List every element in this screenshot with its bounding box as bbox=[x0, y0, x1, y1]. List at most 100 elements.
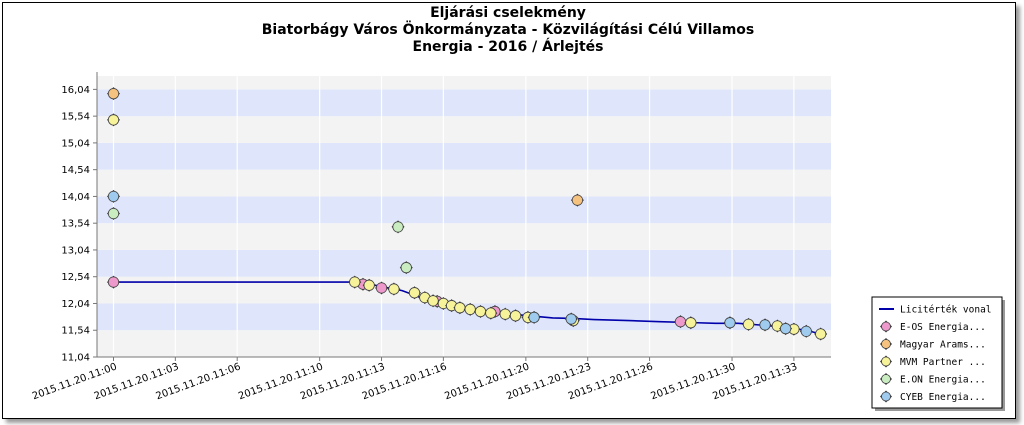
data-point-series-2-marker bbox=[427, 295, 439, 307]
data-point-series-4 bbox=[724, 317, 736, 329]
legend: Licitérték vonal E-OS Energia... Magyar Ar… bbox=[871, 296, 1005, 411]
legend-swatch bbox=[881, 339, 891, 349]
data-point-series-3-marker bbox=[400, 262, 412, 274]
data-point-series-2 bbox=[474, 305, 487, 318]
data-point-series-2-marker bbox=[408, 287, 421, 299]
data-point-series-0-marker bbox=[674, 316, 687, 328]
y-tick-label: 11,54 bbox=[61, 326, 90, 337]
data-point-series-0 bbox=[107, 276, 120, 288]
grid-band bbox=[97, 276, 831, 304]
legend-swatch bbox=[881, 356, 891, 367]
data-point-series-4-marker bbox=[800, 325, 812, 337]
chart-title-line-1: Eljárási cselekmény bbox=[430, 5, 586, 21]
data-point-series-2 bbox=[349, 276, 361, 288]
data-point-series-2 bbox=[509, 310, 522, 322]
data-point-series-3 bbox=[107, 207, 120, 220]
data-point-series-2 bbox=[742, 318, 755, 330]
grid-band bbox=[97, 330, 831, 357]
data-point-series-2 bbox=[499, 308, 511, 320]
data-point-series-4-marker bbox=[780, 323, 792, 335]
data-point-series-2 bbox=[408, 287, 421, 299]
grid-band bbox=[97, 196, 831, 224]
data-point-series-0-marker bbox=[375, 282, 388, 294]
data-point-series-4 bbox=[800, 325, 812, 337]
y-tick-label: 15,54 bbox=[61, 112, 90, 123]
data-point-series-2 bbox=[454, 302, 466, 314]
chart-title-line-2: Biatorbágy Város Önkormányzata - Közvilá… bbox=[261, 22, 755, 38]
data-point-series-2 bbox=[815, 328, 827, 340]
data-point-series-2-marker bbox=[454, 302, 466, 314]
data-point-series-2-marker bbox=[685, 317, 697, 329]
y-tick-label: 12,54 bbox=[61, 272, 90, 283]
data-point-series-4-marker bbox=[107, 190, 120, 203]
grid-band bbox=[97, 76, 831, 90]
data-point-series-2-marker bbox=[474, 305, 487, 318]
data-point-series-4 bbox=[528, 311, 540, 323]
data-point-series-4 bbox=[759, 319, 771, 331]
data-point-series-4 bbox=[107, 190, 120, 203]
data-point-series-2-marker bbox=[464, 303, 476, 315]
data-point-series-1 bbox=[571, 194, 583, 206]
legend-box bbox=[871, 296, 1003, 409]
data-point-series-4 bbox=[565, 313, 577, 325]
data-point-series-2-marker bbox=[107, 114, 120, 126]
legend-item-1: Magyar Arams... bbox=[880, 338, 986, 351]
legend-label: MVM Partner ... bbox=[900, 357, 986, 368]
data-point-series-0-marker bbox=[107, 276, 120, 288]
data-point-series-4-marker bbox=[565, 313, 577, 325]
data-point-series-4-marker bbox=[759, 319, 771, 331]
legend-swatch bbox=[881, 391, 891, 402]
grid-band bbox=[97, 142, 831, 170]
grid-band bbox=[97, 249, 831, 277]
data-point-series-2 bbox=[107, 114, 120, 126]
legend-label: E-OS Energia... bbox=[900, 322, 986, 333]
legend-item-3: E.ON Energia... bbox=[880, 373, 986, 386]
data-point-series-2-marker bbox=[485, 307, 497, 319]
data-point-series-3-marker bbox=[392, 221, 404, 233]
data-point-series-3 bbox=[392, 221, 404, 233]
y-tick-label: 13,54 bbox=[61, 219, 90, 230]
grid-band bbox=[97, 169, 831, 197]
chart-title-line-3: Energia - 2016 / Árlejtés bbox=[412, 39, 604, 55]
y-tick-label: 13,04 bbox=[61, 245, 90, 256]
y-tick-label: 14,54 bbox=[61, 165, 90, 176]
data-point-series-0 bbox=[375, 282, 388, 294]
data-point-series-2-marker bbox=[742, 318, 755, 330]
y-tick-label: 15,04 bbox=[61, 138, 90, 149]
data-point-series-4-marker bbox=[724, 317, 736, 329]
grid-band bbox=[97, 116, 831, 143]
legend-label: E.ON Energia... bbox=[900, 375, 986, 386]
legend-entry-line: Licitérték vonal bbox=[900, 305, 992, 316]
data-point-series-3-marker bbox=[107, 207, 120, 220]
legend-item-0: E-OS Energia... bbox=[880, 320, 986, 333]
data-point-series-1 bbox=[107, 88, 120, 100]
data-point-series-0 bbox=[674, 316, 687, 328]
data-point-series-2-marker bbox=[349, 276, 361, 288]
data-point-series-2 bbox=[485, 307, 497, 319]
y-tick-label: 11,04 bbox=[61, 353, 90, 364]
legend-label: Magyar Arams... bbox=[900, 340, 986, 351]
data-point-series-2-marker bbox=[815, 328, 827, 340]
data-point-series-2 bbox=[363, 279, 375, 291]
data-point-series-2 bbox=[685, 317, 697, 329]
data-point-series-2 bbox=[388, 283, 400, 295]
data-point-series-2 bbox=[464, 303, 476, 315]
data-point-series-2-marker bbox=[509, 310, 522, 322]
data-point-series-4-marker bbox=[528, 311, 540, 323]
y-tick-label: 12,04 bbox=[61, 299, 90, 310]
data-point-series-4 bbox=[780, 323, 792, 335]
data-point-series-2 bbox=[427, 295, 439, 307]
data-point-series-1-marker bbox=[107, 88, 120, 100]
legend-item-4: CYEB Energia... bbox=[880, 390, 986, 403]
legend-swatch bbox=[881, 321, 891, 332]
y-tick-label: 14,04 bbox=[61, 192, 90, 203]
data-point-series-3 bbox=[400, 262, 412, 274]
legend-label: CYEB Energia... bbox=[900, 392, 986, 403]
data-point-series-1-marker bbox=[571, 194, 583, 206]
data-point-series-2-marker bbox=[363, 279, 375, 291]
grid-band bbox=[97, 89, 831, 117]
grid-band bbox=[97, 223, 831, 250]
legend-item-2: MVM Partner ... bbox=[880, 355, 986, 368]
legend-swatch bbox=[881, 374, 891, 384]
